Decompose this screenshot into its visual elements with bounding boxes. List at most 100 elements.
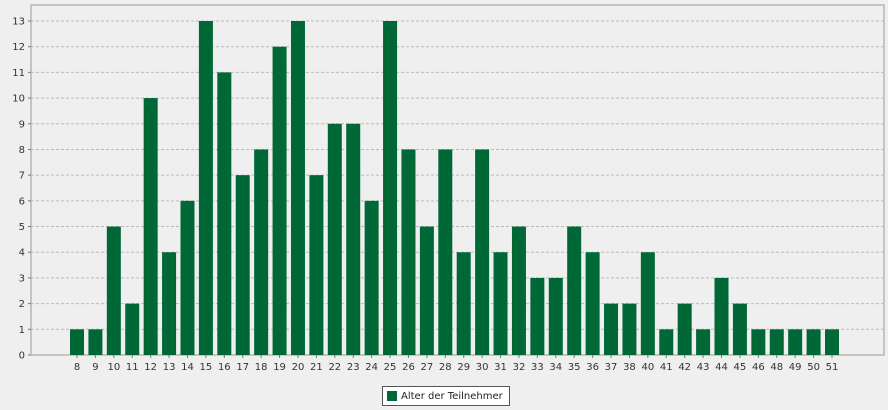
bar-17: [235, 175, 250, 355]
bar-19: [272, 46, 287, 355]
bar-44: [714, 277, 729, 355]
x-tick-label: 33: [531, 362, 544, 373]
bar-25: [383, 21, 398, 355]
bar-22: [327, 123, 342, 356]
bar-9: [88, 329, 103, 355]
y-tick-label: 12: [12, 42, 25, 53]
x-tick-label: 11: [126, 362, 139, 373]
x-tick-label: 32: [513, 362, 526, 373]
x-tick-label: 12: [144, 362, 157, 373]
x-tick-label: 13: [163, 362, 176, 373]
legend-label: Alter der Teilnehmer: [401, 390, 503, 402]
bar-51: [825, 329, 839, 355]
bar-38: [622, 303, 637, 355]
bar-13: [162, 252, 177, 355]
x-tick-label: 28: [439, 362, 452, 373]
y-tick-label: 1: [19, 325, 25, 336]
x-tick-label: 24: [365, 362, 378, 373]
bar-31: [493, 252, 508, 355]
y-tick-label: 6: [19, 196, 25, 207]
bar-36: [585, 252, 600, 355]
bar-8: [70, 329, 84, 355]
x-tick-label: 49: [789, 362, 802, 373]
bar-28: [438, 149, 453, 355]
bar-33: [530, 277, 545, 355]
x-tick-label: 34: [549, 362, 562, 373]
y-tick-label: 2: [19, 299, 25, 310]
bar-45: [732, 303, 747, 355]
bar-35: [567, 226, 582, 355]
legend: Alter der Teilnehmer: [382, 386, 510, 406]
x-tick-label: 36: [586, 362, 599, 373]
x-tick-label: 21: [310, 362, 323, 373]
bar-12: [143, 98, 158, 356]
bar-40: [640, 252, 655, 355]
y-tick-label: 8: [19, 145, 25, 156]
x-tick-label: 37: [605, 362, 618, 373]
y-tick-label: 4: [19, 248, 25, 259]
y-tick-label: 13: [12, 17, 25, 28]
x-tick-label: 26: [402, 362, 415, 373]
y-tick-label: 11: [12, 68, 25, 79]
bar-48: [769, 329, 784, 355]
bar-32: [511, 226, 526, 355]
bar-50: [806, 329, 821, 355]
bar-26: [401, 149, 416, 355]
x-tick-label: 8: [74, 362, 80, 373]
x-tick-label: 10: [107, 362, 120, 373]
bar-24: [364, 200, 379, 355]
bar-18: [254, 149, 269, 355]
legend-swatch: [387, 391, 397, 401]
x-tick-label: 27: [421, 362, 434, 373]
x-tick-label: 42: [678, 362, 691, 373]
bars: [70, 21, 839, 356]
y-tick-label: 3: [19, 273, 25, 284]
y-tick-label: 5: [19, 222, 25, 233]
bar-15: [198, 21, 213, 355]
bar-29: [456, 252, 471, 355]
x-tick-label: 14: [181, 362, 194, 373]
bar-30: [475, 149, 490, 355]
x-tick-label: 17: [236, 362, 249, 373]
bar-43: [696, 329, 711, 355]
x-tick-label: 22: [328, 362, 341, 373]
bar-27: [419, 226, 434, 355]
bar-10: [106, 226, 121, 355]
bar-41: [659, 329, 674, 355]
x-tick-label: 51: [826, 362, 839, 373]
x-tick-label: 38: [623, 362, 636, 373]
bar-46: [751, 329, 766, 355]
x-tick-label: 31: [494, 362, 507, 373]
x-tick-label: 44: [715, 362, 728, 373]
x-tick-label: 30: [476, 362, 489, 373]
x-tick-label: 43: [697, 362, 710, 373]
x-tick-label: 15: [200, 362, 213, 373]
x-tick-label: 48: [770, 362, 783, 373]
y-tick-label: 0: [19, 351, 25, 362]
x-tick-label: 16: [218, 362, 231, 373]
bar-23: [346, 123, 361, 356]
bar-34: [548, 277, 563, 355]
x-tick-label: 9: [92, 362, 98, 373]
bar-49: [788, 329, 803, 355]
x-tick-label: 40: [641, 362, 654, 373]
bar-11: [125, 303, 140, 355]
x-tick-label: 50: [807, 362, 820, 373]
y-tick-label: 10: [12, 94, 25, 105]
x-tick-label: 35: [568, 362, 581, 373]
x-tick-label: 18: [255, 362, 268, 373]
x-tick-label: 46: [752, 362, 765, 373]
x-tick-label: 29: [457, 362, 470, 373]
x-tick-label: 19: [273, 362, 286, 373]
bar-16: [217, 72, 232, 355]
x-tick-label: 20: [292, 362, 305, 373]
bar-20: [290, 21, 305, 355]
x-axis: 8 9 10 11 12 13 14 15 16 17 18 19 20 21 22 23 24 25 26 27 28…: [74, 355, 839, 373]
bar-42: [677, 303, 692, 355]
y-tick-label: 9: [19, 119, 25, 130]
x-tick-label: 25: [384, 362, 397, 373]
bar-37: [604, 303, 619, 355]
x-tick-label: 41: [660, 362, 673, 373]
